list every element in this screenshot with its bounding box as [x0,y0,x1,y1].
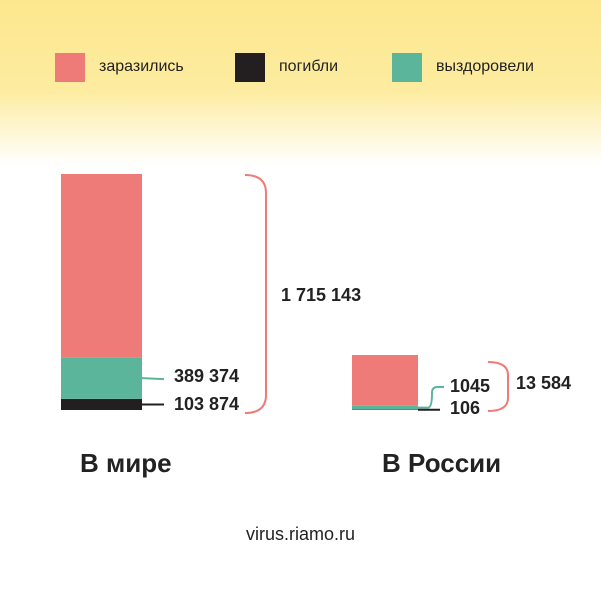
chart-legend: заразились погибли выздоровели [0,52,601,82]
value-label-recovered-russia: 1045 [450,376,490,396]
legend-label-recovered: выздоровели [436,58,534,75]
category-label-russia: В России [382,448,501,478]
leader-recovered-russia [418,386,444,409]
value-label-deaths-russia: 106 [450,398,480,418]
bar-infected-russia [352,355,418,406]
legend-label-deaths: погибли [279,58,339,75]
value-label-total-russia: 13 584 [516,373,571,393]
category-label-world: В мире [80,448,172,478]
header-background [0,0,601,165]
legend-swatch-deaths [235,52,265,82]
legend-item-deaths: погибли [235,52,338,82]
bracket-total-world [244,174,267,414]
leader-recovered-world [141,377,165,381]
legend-swatch-infected [55,52,85,82]
bar-deaths-world [61,398,142,410]
legend-item-infected: заразились [55,52,184,82]
value-label-deaths-world: 103 874 [174,394,239,414]
legend-item-recovered: выздоровели [392,52,534,82]
bracket-total-russia [487,361,509,412]
bar-recovered-russia [352,405,418,410]
value-label-recovered-world: 389 374 [174,366,239,386]
value-label-total-world: 1 715 143 [281,285,361,305]
bar-recovered-world [61,357,142,399]
legend-label-infected: заразились [99,58,184,75]
source-caption: virus.riamo.ru [245,524,356,544]
legend-swatch-recovered [392,52,422,82]
bar-infected-world [61,174,142,358]
